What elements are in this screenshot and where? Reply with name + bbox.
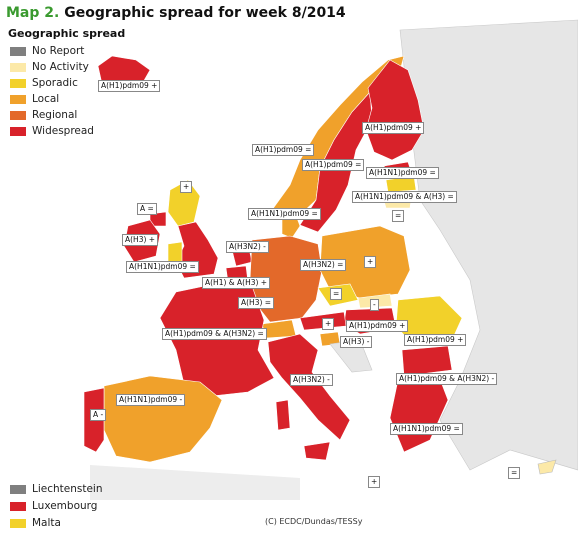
legend-label: No Report (32, 45, 85, 57)
small-state-item: Liechtenstein (10, 483, 103, 495)
virus-label-hungary: A(H1)pdm09 + (346, 320, 409, 332)
virus-label-italy: A(H3N2) - (290, 374, 333, 386)
map-title: Map 2. Geographic spread for week 8/2014 (6, 5, 346, 21)
legend-swatch (10, 110, 26, 120)
region-greece (389, 373, 449, 453)
virus-label-spain: A(H1N1)pdm09 - (116, 394, 186, 406)
virus-label-romania: A(H1)pdm09 + (404, 334, 467, 346)
virus-label-france: A(H1)pdm09 & A(H3N2) = (162, 328, 267, 340)
virus-label-sweden: A(H1)pdm09 = (302, 159, 365, 171)
region-spain (103, 375, 223, 463)
legend-label: No Activity (32, 61, 89, 73)
virus-label-netherlands: A(H3N2) - (226, 241, 269, 253)
legend-label: Regional (32, 109, 78, 121)
virus-label-england: A(H1N1)pdm09 = (126, 261, 199, 273)
map-credit: (C) ECDC/Dundas/TESSy (265, 517, 363, 526)
virus-label-austria: + (322, 318, 335, 330)
small-state-label: Luxembourg (32, 500, 98, 512)
region-sardinia (275, 399, 291, 431)
map-title-text: Geographic spread for week 8/2014 (59, 5, 346, 21)
virus-label-germany: A(H3N2) = (300, 259, 347, 271)
small-state-swatch (10, 518, 26, 528)
small-state-item: Malta (10, 517, 61, 529)
region-cyprus (537, 459, 557, 475)
legend-label: Widespread (32, 125, 94, 137)
legend-item: Widespread (10, 125, 94, 137)
legend-item: No Report (10, 45, 84, 57)
region-bulgaria (401, 345, 453, 377)
legend-swatch (10, 62, 26, 72)
virus-label-slovakia: - (370, 299, 379, 311)
virus-label-finland: A(H1)pdm09 + (362, 122, 425, 134)
small-state-swatch (10, 484, 26, 494)
virus-label-northern-ireland: A = (137, 203, 157, 215)
virus-label-czech: = (330, 288, 343, 300)
legend-label: Sporadic (32, 77, 78, 89)
virus-label-norway: A(H1)pdm09 = (252, 144, 315, 156)
legend-item: Regional (10, 109, 77, 121)
virus-label-bulgaria: A(H1)pdm09 & A(H3N2) - (396, 373, 498, 385)
small-state-label: Malta (32, 517, 61, 529)
virus-label-belgium: A(H1) & A(H3) + (202, 277, 271, 289)
legend-swatch (10, 78, 26, 88)
legend-item: No Activity (10, 61, 89, 73)
legend-swatch (10, 126, 26, 136)
virus-label-cyprus: = (508, 467, 521, 479)
region-italy (267, 333, 351, 441)
virus-label-latvia: A(H1N1)pdm09 & A(H3) = (352, 191, 457, 203)
virus-label-malta: + (368, 476, 381, 488)
virus-label-scotland: + (180, 181, 193, 193)
virus-label-denmark: A(H1N1)pdm09 = (248, 208, 321, 220)
virus-label-estonia: A(H1N1)pdm09 = (366, 167, 439, 179)
region-switzerland (261, 319, 297, 339)
legend-label: Local (32, 93, 60, 105)
virus-label-slovenia: A(H3) - (340, 336, 373, 348)
map-number: Map 2. (6, 5, 60, 21)
legend-swatch (10, 46, 26, 56)
virus-label-greece: A(H1N1)pdm09 = (390, 423, 463, 435)
virus-label-lithuania: = (392, 210, 405, 222)
region-wales (167, 241, 183, 263)
legend-heading: Geographic spread (8, 27, 126, 40)
legend-item: Sporadic (10, 77, 78, 89)
virus-label-portugal: A - (90, 409, 107, 421)
north-africa-land (90, 465, 300, 500)
virus-label-ireland: A(H3) + (122, 234, 159, 246)
legend-item: Local (10, 93, 59, 105)
region-sicily (303, 441, 331, 461)
virus-label-luxembourg-area: A(H3) = (238, 297, 275, 309)
legend-swatch (10, 94, 26, 104)
small-state-swatch (10, 501, 26, 511)
virus-label-poland: + (364, 256, 377, 268)
virus-label-iceland: A(H1)pdm09 + (98, 80, 161, 92)
small-state-label: Liechtenstein (32, 483, 103, 495)
small-state-item: Luxembourg (10, 500, 97, 512)
